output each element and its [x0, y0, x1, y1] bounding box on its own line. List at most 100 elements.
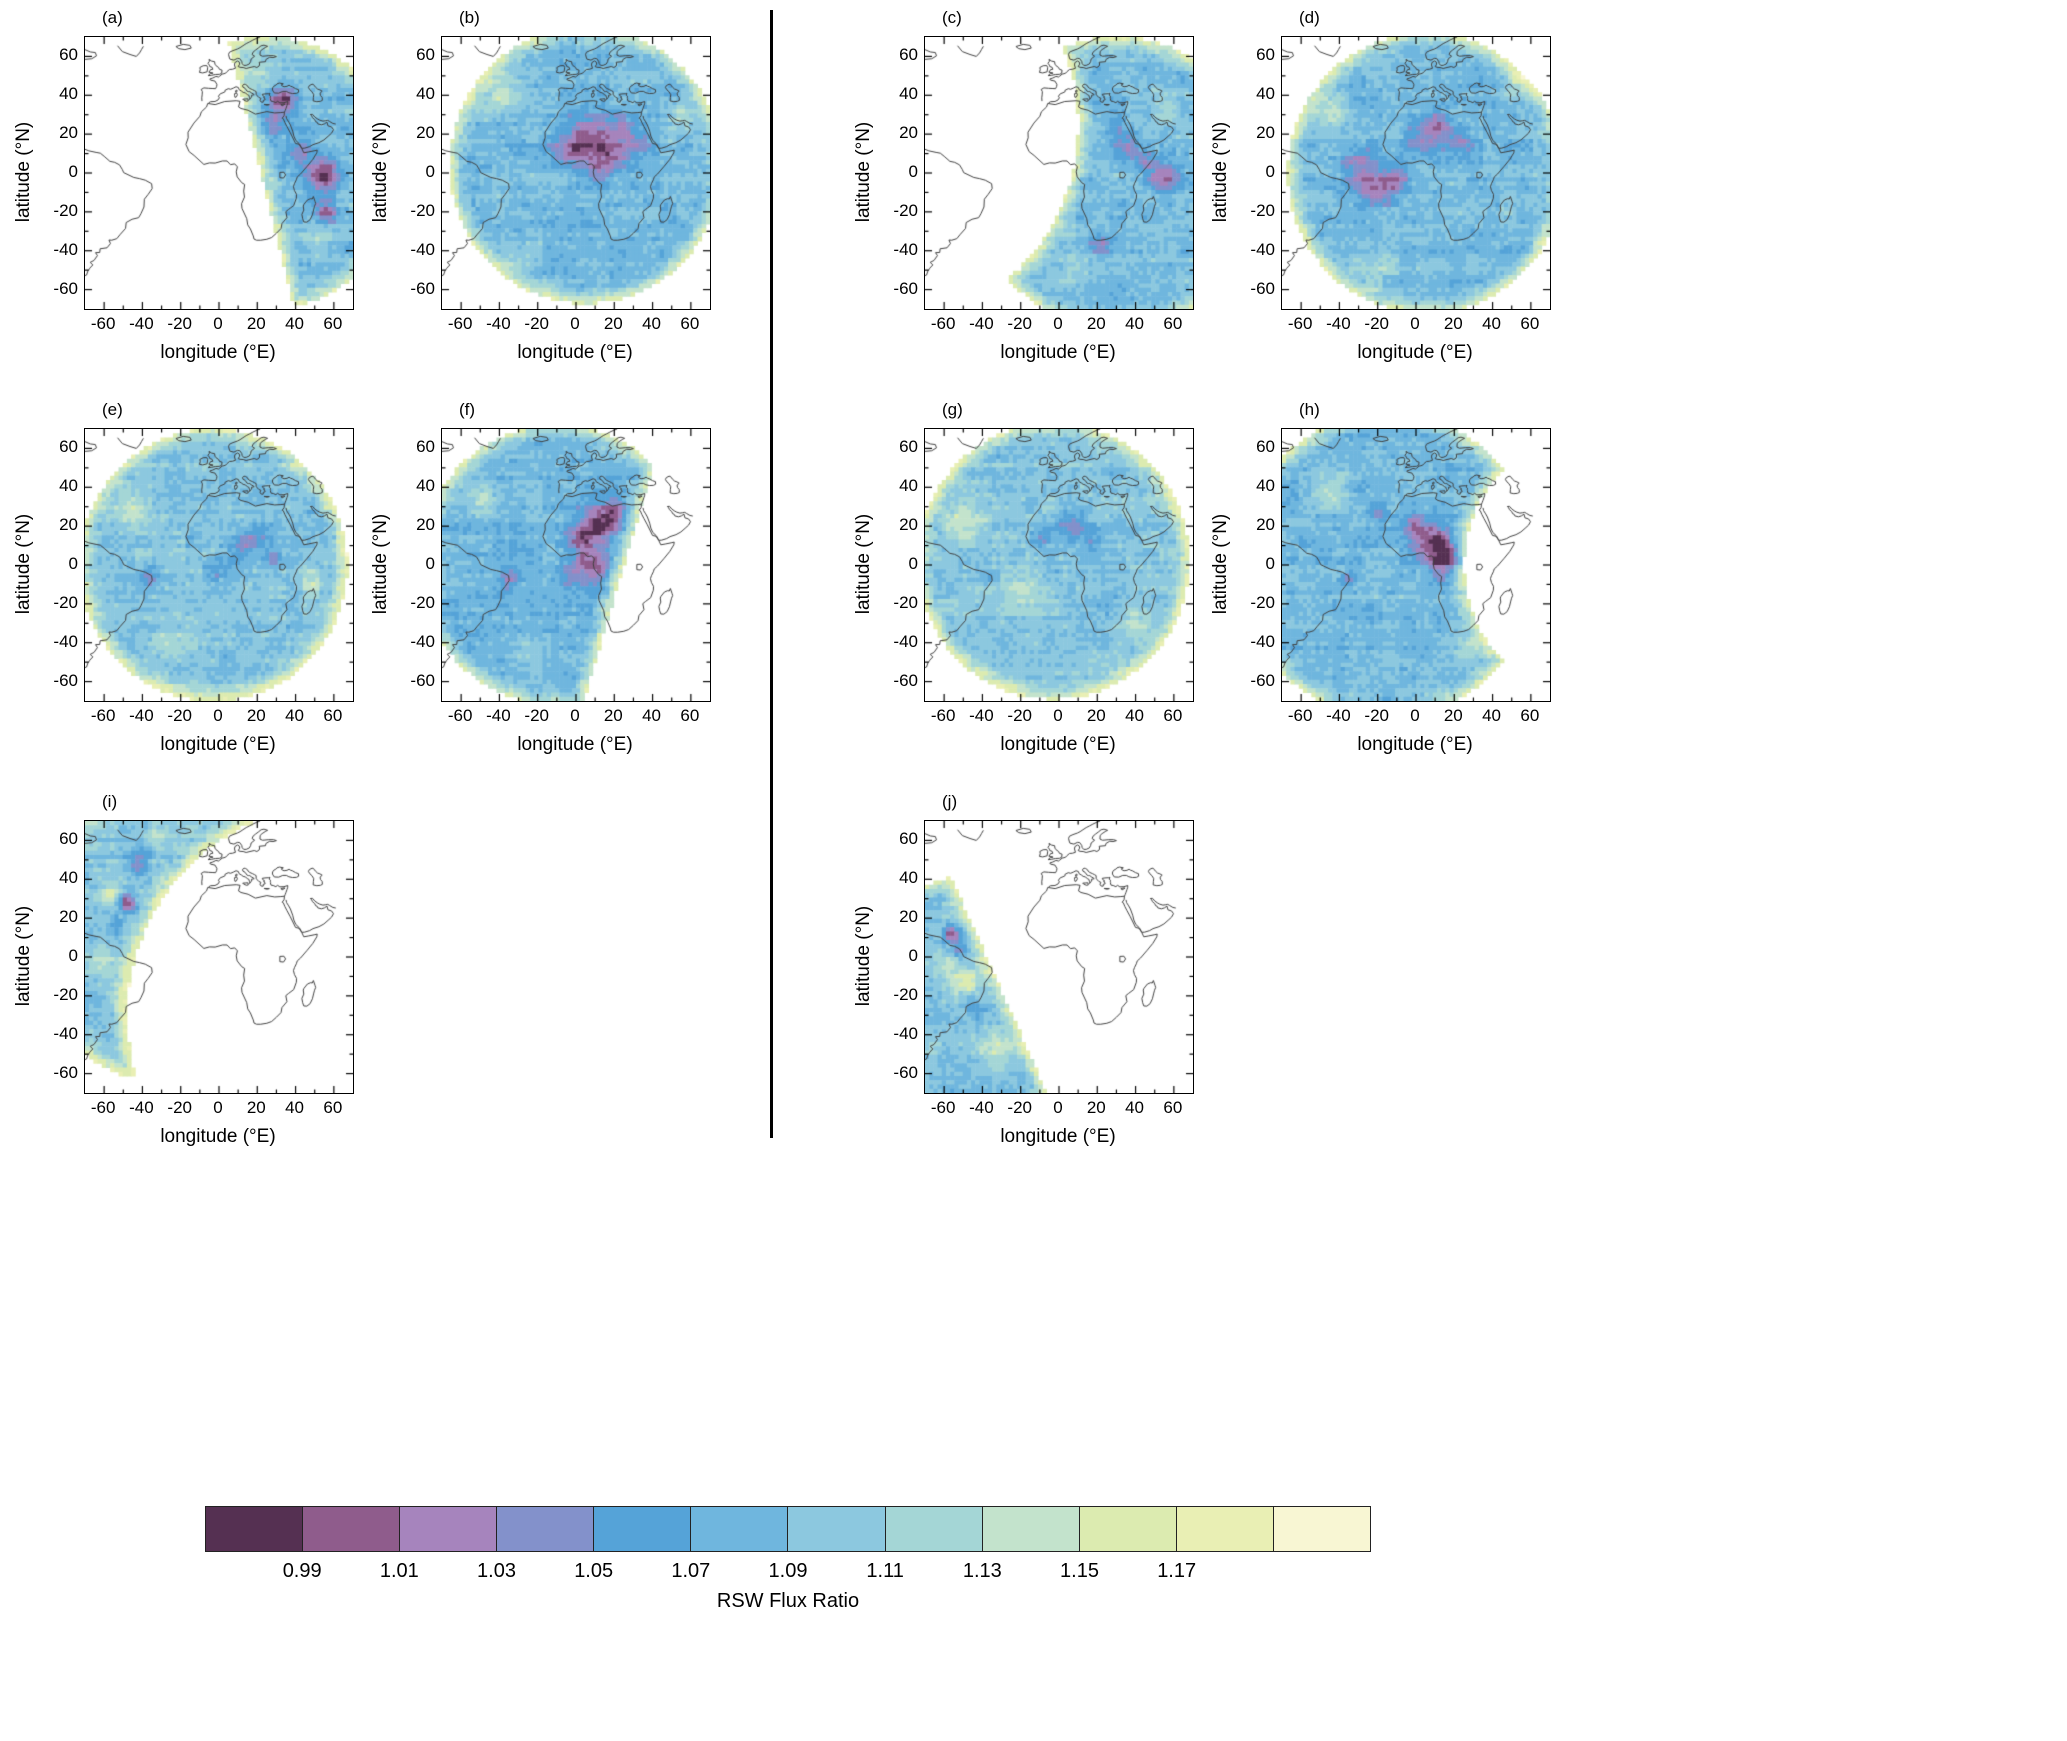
colorbar-segment: [497, 1507, 595, 1551]
plot-area-i: [84, 820, 354, 1094]
x-tick-label: -20: [524, 706, 549, 725]
map-canvas-g: [925, 429, 1193, 701]
y-tick-label: -60: [410, 278, 435, 298]
x-tick-label: 40: [1482, 706, 1502, 725]
x-axis-label: longitude (°E): [517, 734, 633, 755]
y-tick-label: -40: [410, 631, 435, 651]
map-panel-g: (g) latitude (°N) 60 40 20 0 -20 -40 -60 -60 -40 -2…: [850, 400, 1202, 772]
map-canvas-d: [1282, 37, 1550, 309]
map-panel-a: (a) latitude (°N) 60 40 20 0 -20 -40 -60 -60 -40 -2…: [10, 8, 362, 380]
x-tick-label: 0: [1053, 1098, 1063, 1117]
panel-label-f: (f): [459, 400, 476, 419]
x-tick-label: -20: [524, 314, 549, 333]
x-tick-label: 20: [246, 314, 266, 333]
y-tick-label: 20: [899, 515, 918, 535]
colorbar-segment: [206, 1507, 304, 1551]
map-canvas-b: [442, 37, 710, 309]
x-tick-label: 0: [1053, 706, 1063, 725]
y-tick-label: 0: [908, 946, 918, 965]
y-tick-label: 60: [59, 45, 78, 65]
y-tick-label: 0: [425, 554, 435, 573]
x-tick-label: -60: [90, 314, 116, 333]
x-axis-label: longitude (°E): [1357, 342, 1473, 363]
colorbar-segment: [885, 1507, 983, 1551]
y-tick-label: 60: [899, 45, 918, 65]
x-tick-label: 40: [1125, 314, 1145, 333]
x-axis-label: longitude (°E): [1000, 342, 1116, 363]
plot-area-a: [84, 36, 354, 310]
panel-label-i: (i): [102, 792, 118, 811]
x-tick-label: 20: [603, 706, 623, 725]
x-tick-label: -40: [969, 1098, 994, 1117]
y-tick-label: -20: [53, 984, 78, 1004]
y-tick-label: 60: [1256, 45, 1275, 65]
y-tick-label: -40: [53, 631, 78, 651]
y-tick-label: -60: [53, 670, 78, 690]
panel-label-g: (g): [942, 400, 963, 419]
plot-area-g: [924, 428, 1194, 702]
x-tick-label: -40: [486, 706, 511, 725]
x-tick-label: 60: [323, 1098, 343, 1117]
colorbar-title: RSW Flux Ratio: [716, 1590, 860, 1612]
map-panel-e: (e) latitude (°N) 60 40 20 0 -20 -40 -60 -60 -40 -2…: [10, 400, 362, 772]
y-tick-label: -60: [410, 670, 435, 690]
colorbar-segment: [982, 1507, 1080, 1551]
x-axis-label: longitude (°E): [1000, 1126, 1116, 1147]
colorbar-tick-label: 1.15: [1060, 1560, 1099, 1582]
y-tick-label: 40: [59, 476, 78, 496]
x-tick-label: 40: [285, 314, 305, 333]
y-tick-label: 40: [899, 84, 918, 104]
y-tick-label: 40: [416, 84, 435, 104]
x-tick-label: 20: [603, 314, 623, 333]
plot-area-c: [924, 36, 1194, 310]
y-tick-label: -20: [410, 200, 435, 220]
y-tick-label: 20: [59, 123, 78, 143]
x-axis-label: longitude (°E): [517, 342, 633, 363]
y-tick-label: 20: [59, 907, 78, 927]
y-tick-label: -60: [53, 1062, 78, 1082]
colorbar-segment: [788, 1507, 886, 1551]
x-tick-label: -60: [930, 1098, 956, 1117]
y-tick-label: 20: [416, 515, 435, 535]
x-tick-label: 40: [1125, 1098, 1145, 1117]
panel-label-h: (h): [1299, 400, 1320, 419]
x-tick-label: 0: [570, 706, 580, 725]
x-tick-label: 0: [1410, 706, 1420, 725]
y-tick-label: 40: [59, 84, 78, 104]
x-tick-label: 60: [1520, 314, 1540, 333]
y-tick-label: 40: [1256, 476, 1275, 496]
plot-area-h: [1281, 428, 1551, 702]
map-panel-b: (b) latitude (°N) 60 40 20 0 -20 -40 -60 -60 -40 -2…: [367, 8, 719, 380]
x-tick-label: 20: [1443, 706, 1463, 725]
x-tick-label: 40: [285, 1098, 305, 1117]
y-tick-label: -40: [53, 239, 78, 259]
y-tick-label: 60: [59, 829, 78, 849]
colorbar-tick-label: 1.13: [962, 1560, 1002, 1582]
y-tick-label: -40: [893, 1023, 918, 1043]
map-canvas-c: [925, 37, 1193, 309]
colorbar-tick-label: 1.11: [866, 1560, 904, 1582]
x-tick-label: 40: [1125, 706, 1145, 725]
x-tick-label: -20: [1007, 706, 1032, 725]
x-tick-label: 60: [323, 706, 343, 725]
x-tick-label: -60: [930, 706, 956, 725]
y-tick-label: 40: [1256, 84, 1275, 104]
y-tick-label: -20: [893, 200, 918, 220]
x-tick-label: 40: [642, 706, 662, 725]
panel-label-b: (b): [459, 8, 480, 27]
panel-label-d: (d): [1299, 8, 1320, 27]
y-tick-label: -60: [893, 670, 918, 690]
column-divider-line: [770, 10, 773, 1138]
x-tick-label: 0: [213, 1098, 223, 1117]
panel-label-c: (c): [942, 8, 962, 27]
x-tick-label: -40: [969, 314, 994, 333]
y-tick-label: 0: [68, 946, 78, 965]
x-tick-label: -20: [1007, 314, 1032, 333]
panel-label-j: (j): [942, 792, 958, 811]
colorbar: 0.99 1.01 1.03 1.05 1.07 1.09 1.11 1.13 1.15 1.17…: [205, 1506, 1371, 1613]
y-tick-label: 0: [1265, 554, 1275, 573]
x-tick-label: 60: [1163, 1098, 1183, 1117]
y-tick-label: -20: [893, 984, 918, 1004]
colorbar-segment: [691, 1507, 789, 1551]
map-canvas-a: [85, 37, 353, 309]
